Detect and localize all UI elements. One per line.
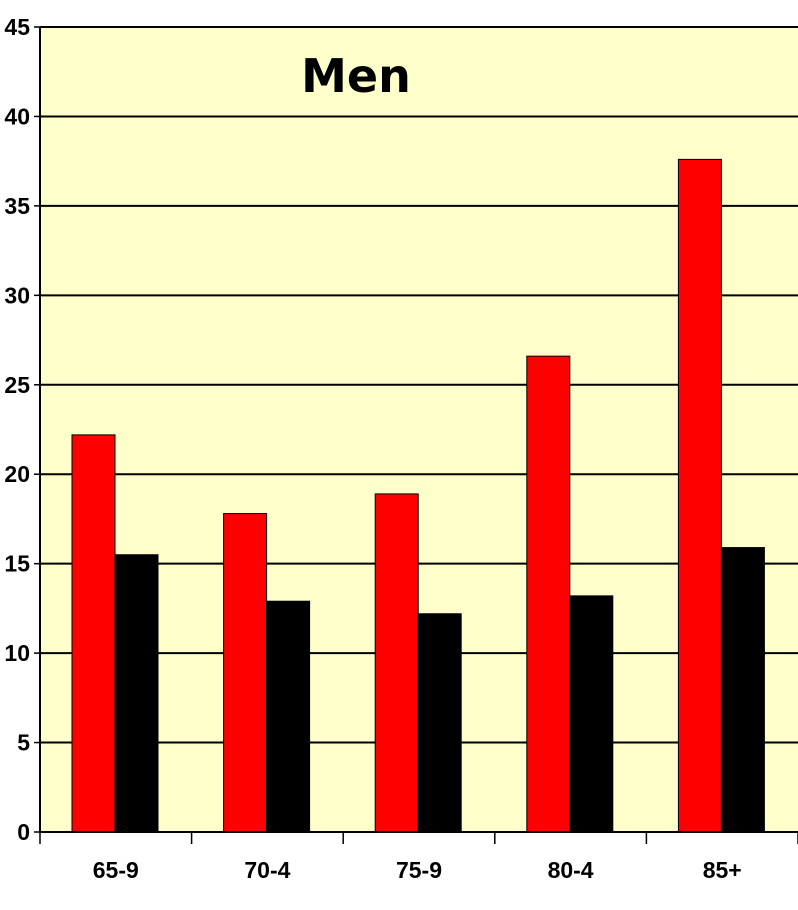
y-tick-label: 15 — [4, 551, 30, 577]
chart-title: Men — [301, 49, 411, 103]
y-tick-label: 20 — [4, 461, 30, 487]
y-tick-label: 35 — [4, 193, 30, 219]
bar — [224, 514, 267, 832]
bar — [721, 548, 764, 832]
bar — [115, 555, 158, 832]
bar — [678, 159, 721, 832]
y-tick-label: 10 — [4, 640, 30, 666]
x-tick-label: 80-4 — [548, 857, 594, 883]
y-tick-label: 25 — [4, 372, 30, 398]
x-tick-label: 75-9 — [396, 857, 442, 883]
bar — [418, 614, 461, 832]
bar — [570, 596, 613, 832]
y-tick-label: 0 — [17, 819, 30, 845]
x-tick-label: 70-4 — [244, 857, 290, 883]
bar — [72, 435, 115, 832]
x-tick-labels: 65-9 70-4 75-9 80-4 85+ — [93, 857, 742, 883]
y-tick-label: 30 — [4, 282, 30, 308]
y-tick-label: 40 — [4, 103, 30, 129]
y-tick-label: 5 — [17, 730, 30, 756]
x-tick-label: 85+ — [703, 857, 742, 883]
y-tick-labels: 0 5 10 15 20 25 30 35 40 45 — [4, 14, 30, 845]
bar — [527, 356, 570, 832]
bar — [267, 601, 310, 832]
bar — [375, 494, 418, 832]
x-tick-label: 65-9 — [93, 857, 139, 883]
y-tick-label: 45 — [4, 14, 30, 40]
